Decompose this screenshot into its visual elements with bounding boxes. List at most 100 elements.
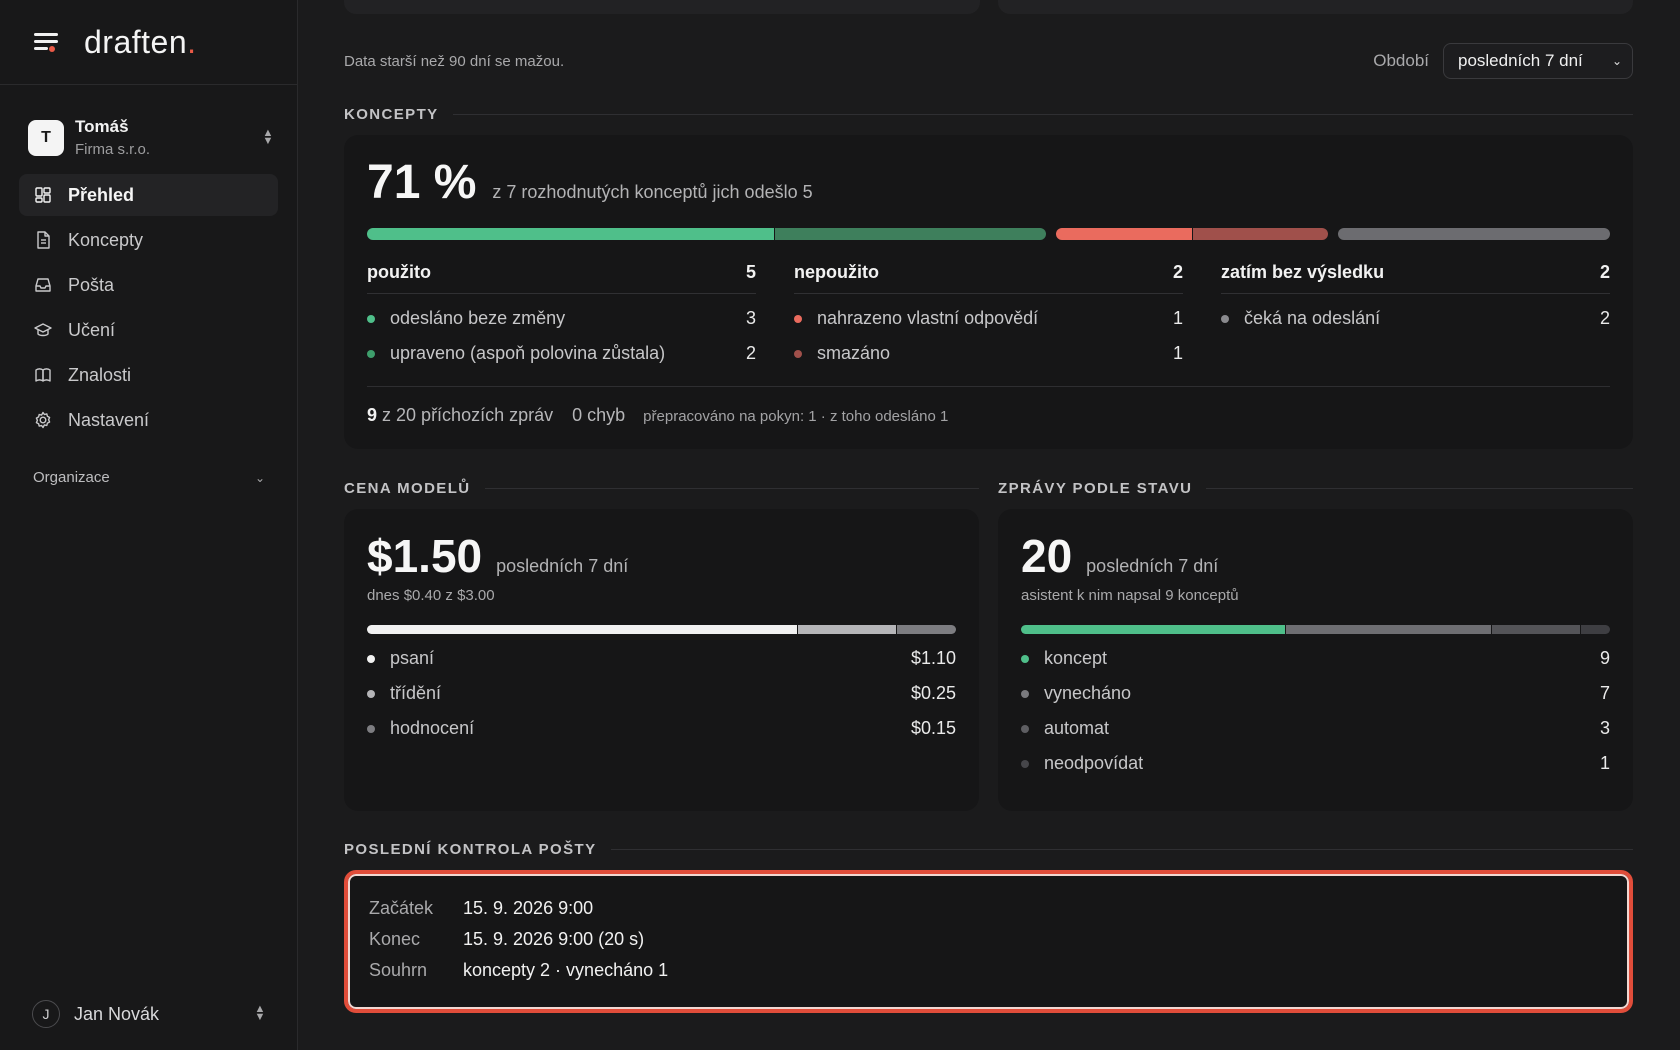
- cena-headline: $1.50 posledních 7 dní: [367, 529, 956, 583]
- sidebar-item-label: Pošta: [68, 274, 115, 295]
- zpravy-column: ZPRÁVY PODLE STAVU 20 posledních 7 dní a…: [998, 480, 1633, 811]
- zpravy-bar: [1021, 625, 1610, 634]
- zpravy-legend-row: vynecháno 7: [1021, 683, 1610, 704]
- column-value: 2: [1599, 262, 1610, 282]
- legend-value: 7: [1599, 683, 1610, 703]
- cena-legend-row: psaní $1.10: [367, 648, 956, 669]
- menu-icon[interactable]: [32, 31, 60, 53]
- zpravy-legend-row: neodpovídat 1: [1021, 753, 1610, 774]
- status-dot: [367, 349, 375, 358]
- koncepty-stat-row: čeká na odeslání 2: [1221, 308, 1610, 329]
- sidebar-item-graduation-cap[interactable]: Učení: [19, 309, 278, 351]
- koncepty-bar-segment: [1191, 228, 1329, 240]
- logo-word: draften: [84, 23, 188, 60]
- stat-value: 3: [745, 308, 756, 328]
- account-switcher[interactable]: T Tomáš Firma s.r.o. ▲ ▼: [28, 117, 274, 158]
- sidebar-item-label: Učení: [68, 319, 116, 340]
- stat-value: 2: [745, 343, 756, 363]
- zpravy-headline: 20 posledních 7 dní: [1021, 529, 1610, 583]
- koncepty-progress-bar: [367, 228, 1610, 240]
- sidebar: draften. T Tomáš Firma s.r.o. ▲ ▼ Přehled…: [0, 0, 298, 1050]
- column-value: 2: [1172, 262, 1183, 282]
- period-select[interactable]: posledních 7 dní ⌄: [1443, 43, 1633, 79]
- user-name: Jan Novák: [74, 1003, 160, 1024]
- zpravy-period: posledních 7 dní: [1086, 556, 1219, 576]
- reworked-note: přepracováno na pokyn: 1 · z toho odeslá…: [643, 408, 949, 425]
- koncepty-bar-segment: [1056, 228, 1192, 240]
- legend-label: neodpovídat: [1044, 753, 1144, 773]
- sidebar-item-document[interactable]: Koncepty: [19, 219, 278, 261]
- zpravy-bar-segment: [1284, 625, 1491, 634]
- section-title-text: POSLEDNÍ KONTROLA POŠTY: [344, 841, 597, 858]
- graduation-cap-icon: [33, 320, 53, 340]
- legend-dot: [1021, 724, 1029, 733]
- column-label: zatím bez výsledku: [1221, 262, 1385, 282]
- two-column-row: CENA MODELŮ $1.50 posledních 7 dní dnes …: [344, 480, 1633, 811]
- last-check-value: 15. 9. 2026 9:00: [463, 898, 594, 918]
- legend-dot: [1021, 689, 1029, 698]
- section-title-text: KONCEPTY: [344, 106, 439, 123]
- top-cards-overflow: [344, 0, 1633, 14]
- koncepty-stat-row: upraveno (aspoň polovina zůstala) 2: [367, 343, 756, 364]
- stat-value: 1: [1172, 343, 1183, 363]
- last-check-value: koncepty 2 · vynecháno 1: [463, 960, 669, 980]
- koncepty-bar-segment: [367, 228, 775, 240]
- account-avatar: T: [28, 119, 64, 156]
- stat-label: odesláno beze změny: [390, 308, 566, 328]
- legend-value: $1.10: [910, 648, 956, 668]
- sidebar-item-label: Znalosti: [68, 364, 132, 385]
- sidebar-item-book[interactable]: Znalosti: [19, 354, 278, 396]
- cena-amount: $1.50: [367, 530, 483, 582]
- stat-label: nahrazeno vlastní odpovědí: [817, 308, 1039, 328]
- koncepty-bar-segment: [774, 228, 1047, 240]
- section-title-text: CENA MODELŮ: [344, 480, 471, 497]
- koncepty-column: zatím bez výsledku 2 čeká na odeslání 2: [1221, 262, 1610, 364]
- retention-note: Data starší než 90 dní se mažou.: [344, 52, 565, 70]
- sidebar-item-label: Přehled: [68, 184, 135, 205]
- chevron-down-icon: ⌄: [1611, 54, 1622, 68]
- legend-value: $0.25: [910, 683, 956, 703]
- cena-bar-segment: [367, 625, 798, 634]
- sidebar-item-gear[interactable]: Nastavení: [19, 399, 278, 441]
- document-icon: [33, 230, 53, 250]
- legend-dot: [1021, 654, 1029, 663]
- stat-label: smazáno: [817, 343, 891, 363]
- status-dot: [794, 314, 802, 323]
- legend-label: hodnocení: [390, 718, 475, 738]
- sidebar-item-label: Koncepty: [68, 229, 144, 250]
- organization-toggle[interactable]: Organizace ⌄: [33, 469, 265, 486]
- legend-dot: [367, 724, 375, 733]
- section-title-text: ZPRÁVY PODLE STAVU: [998, 480, 1193, 497]
- koncepty-column-header: použito 5: [367, 262, 756, 294]
- last-check-row: Začátek 15. 9. 2026 9:00: [369, 898, 1608, 919]
- last-check-card[interactable]: Začátek 15. 9. 2026 9:00 Konec 15. 9. 2026 …: [344, 870, 1633, 1013]
- stat-label: čeká na odeslání: [1244, 308, 1381, 328]
- cena-legend-row: hodnocení $0.15: [367, 718, 956, 739]
- sidebar-item-inbox[interactable]: Pošta: [19, 264, 278, 306]
- legend-label: vynecháno: [1044, 683, 1132, 703]
- inbox-icon: [33, 275, 53, 295]
- legend-dot: [367, 689, 375, 698]
- chevron-down-icon: ⌄: [254, 470, 265, 485]
- cena-bar-segment: [797, 625, 897, 634]
- legend-label: psaní: [390, 648, 435, 668]
- account-org: Firma s.r.o.: [75, 141, 151, 158]
- column-value: 5: [745, 262, 756, 282]
- cena-bar: [367, 625, 956, 634]
- user-menu[interactable]: J Jan Novák ▲ ▼: [32, 1000, 266, 1028]
- stat-label: upraveno (aspoň polovina zůstala): [390, 343, 666, 363]
- legend-value: $0.15: [910, 718, 956, 738]
- cena-legend-row: třídění $0.25: [367, 683, 956, 704]
- chevron-updown-icon: ▲ ▼: [254, 1003, 266, 1023]
- stat-value: 1: [1172, 308, 1183, 328]
- logo[interactable]: draften.: [84, 24, 197, 61]
- period-value: posledních 7 dní: [1458, 51, 1583, 70]
- incoming-count: 9: [367, 405, 378, 425]
- koncepty-bar-segment: [1338, 228, 1610, 240]
- gear-icon: [33, 410, 53, 430]
- koncepty-column-header: zatím bez výsledku 2: [1221, 262, 1610, 294]
- status-dot: [794, 349, 802, 358]
- zpravy-count: 20: [1021, 530, 1073, 582]
- incoming-text: z 20 příchozích zpráv: [382, 405, 554, 425]
- sidebar-item-dashboard[interactable]: Přehled: [19, 174, 278, 216]
